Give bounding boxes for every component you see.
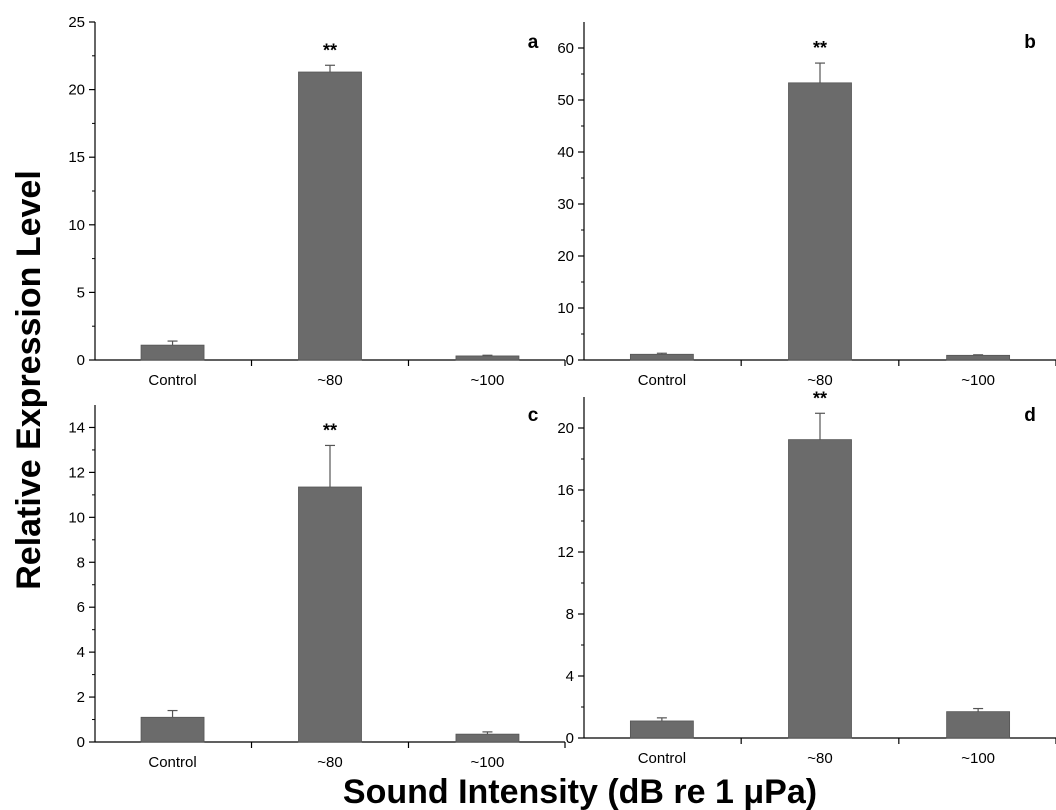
bar — [456, 356, 519, 360]
bar — [947, 712, 1010, 738]
category-label: ~100 — [471, 754, 505, 771]
y-tick-label: 5 — [77, 284, 85, 301]
y-tick-label: 14 — [68, 419, 85, 436]
panel-label: c — [528, 405, 539, 426]
y-tick-label: 10 — [557, 300, 574, 317]
panel-d: 0 4 8 12 16 20 Control ** ~80 ~100 d — [557, 388, 1056, 767]
category-label: ~100 — [961, 750, 995, 767]
y-tick-label: 8 — [566, 606, 574, 623]
y-tick-label: 4 — [77, 644, 85, 661]
significance-label: ** — [813, 38, 827, 58]
panel-label: a — [528, 32, 539, 53]
bar — [789, 83, 852, 360]
y-tick-label: 0 — [77, 734, 85, 751]
y-tick-label: 2 — [77, 689, 85, 706]
panel-label: d — [1024, 405, 1036, 426]
significance-label: ** — [813, 388, 827, 408]
category-label: ~80 — [807, 750, 832, 767]
y-tick-label: 0 — [566, 730, 574, 747]
y-tick-label: 40 — [557, 144, 574, 161]
category-label: ~100 — [471, 372, 505, 389]
bar — [789, 440, 852, 738]
category-label: ~80 — [317, 754, 342, 771]
y-tick-label: 50 — [557, 92, 574, 109]
panel-label: b — [1024, 32, 1036, 53]
panel-c: 0 2 4 6 8 10 12 14 Control ** ~80 ~100 c — [68, 405, 565, 771]
y-tick-label: 20 — [68, 82, 85, 99]
category-label: ~100 — [961, 372, 995, 389]
category-label: ~80 — [317, 372, 342, 389]
y-tick-label: 0 — [77, 352, 85, 369]
x-axis-title: Sound Intensity (dB re 1 μPa) — [343, 773, 817, 810]
y-tick-label: 4 — [566, 668, 574, 685]
bar — [630, 354, 693, 360]
bar — [299, 487, 362, 742]
y-tick-label: 20 — [557, 248, 574, 265]
y-tick-label: 10 — [68, 509, 85, 526]
y-tick-label: 20 — [557, 420, 574, 437]
y-tick-label: 15 — [68, 149, 85, 166]
bar — [947, 355, 1010, 360]
y-tick-label: 60 — [557, 40, 574, 57]
category-label: ~80 — [807, 372, 832, 389]
y-axis-title: Relative Expression Level — [10, 170, 48, 590]
y-tick-label: 30 — [557, 196, 574, 213]
bar — [141, 717, 204, 742]
category-label: Control — [148, 754, 196, 771]
category-label: Control — [638, 750, 686, 767]
category-label: Control — [638, 372, 686, 389]
bar — [141, 345, 204, 360]
panel-a: 0 5 10 15 20 25 Control ** ~80 ~100 a — [68, 14, 565, 389]
bar — [299, 72, 362, 360]
y-tick-label: 8 — [77, 554, 85, 571]
category-label: Control — [148, 372, 196, 389]
bar — [630, 721, 693, 738]
y-tick-label: 16 — [557, 482, 574, 499]
significance-label: ** — [323, 40, 337, 60]
bar — [456, 734, 519, 742]
y-tick-label: 12 — [68, 464, 85, 481]
panel-b: 0 10 20 30 40 50 60 Control ** ~80 ~100 b — [557, 22, 1056, 389]
y-tick-label: 10 — [68, 217, 85, 234]
y-tick-label: 0 — [566, 352, 574, 369]
y-tick-label: 6 — [77, 599, 85, 616]
y-tick-label: 12 — [557, 544, 574, 561]
y-tick-label: 25 — [68, 14, 85, 31]
significance-label: ** — [323, 420, 337, 440]
